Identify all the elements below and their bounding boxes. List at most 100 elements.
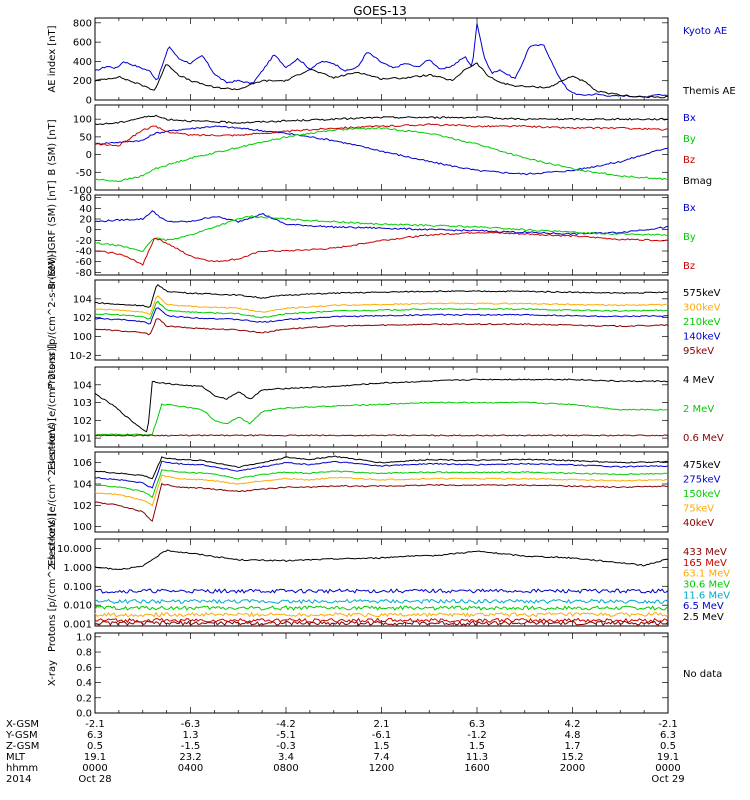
series-line-Bz: [94, 231, 668, 266]
y-axis-label: B (SM)-IGRF (SM) [nT]: [47, 180, 58, 289]
legend-entry: Bx: [683, 203, 696, 214]
legend-entry: Themis AE: [682, 86, 736, 97]
ephemeris-footer: X-GSMY-GSMZ-GSMMLThhmm2014-2.16.30.519.1…: [5, 719, 685, 785]
series-line-475keV: [94, 455, 669, 480]
legend-entry: 40keV: [683, 518, 714, 529]
y-tick-label: 1.0: [76, 632, 92, 643]
footer-value: 11.3: [466, 752, 488, 763]
y-axis-label: B (SM) [nT]: [47, 119, 58, 175]
y-tick-label: -60: [76, 257, 92, 268]
series-line-30.6-MeV: [94, 605, 669, 611]
legend-entry: 210keV: [683, 317, 721, 328]
legend-entry: 150keV: [683, 489, 721, 500]
footer-row-label: 2014: [6, 774, 31, 785]
y-axis-label: X-ray: [47, 660, 58, 686]
y-axis-label: Protons [p/(cm^2-s-sr-keV)]: [47, 250, 58, 389]
footer-value: 1600: [464, 763, 489, 774]
panel-bsm: -100 -50 0 50 100 B (SM) [nT] Bx By Bz Bmag: [47, 104, 712, 197]
legend-entry: 95keV: [683, 346, 714, 357]
panel-electrons_mev: 101 102 103 104 Electrons [e/(cm^2-s-sr)] 4 M…: [47, 344, 724, 470]
series-line-0.6-MeV: [94, 434, 669, 437]
y-axis-label: Protons [p/(cm^2-s-sr-keV)]: [47, 513, 58, 652]
legend-entry: By: [683, 232, 696, 243]
footer-value: 0000: [82, 763, 107, 774]
legend-entry: Bz: [683, 261, 695, 272]
legend-entry: Bx: [683, 113, 696, 124]
y-tick-label: 0.4: [76, 678, 92, 689]
footer-value: 6.3: [469, 719, 485, 730]
legend-entry: 433 MeV: [683, 547, 727, 558]
y-tick-label: 0.0: [76, 709, 92, 720]
footer-value: 4.2: [565, 719, 581, 730]
footer-value: -1.2: [467, 730, 487, 741]
y-tick-label: 0: [86, 150, 92, 161]
series-line-6.5-MeV: [94, 588, 669, 594]
y-tick-label: 50: [79, 132, 92, 143]
y-tick-label: 10-2: [69, 351, 92, 362]
footer-value: 1.5: [469, 741, 485, 752]
y-tick-label: 800: [73, 18, 92, 29]
series-line-Bmag: [94, 114, 669, 126]
panel-frame: [94, 451, 669, 533]
footer-value: 0000: [655, 763, 680, 774]
panel-protons_kev: 10-2 100 102 104 Protons [p/(cm^2-s-sr-keV)]…: [47, 250, 721, 389]
no-data-label: No data: [683, 669, 722, 680]
footer-value: -0.3: [276, 741, 296, 752]
footer-value: Oct 29: [651, 774, 684, 785]
panel-frame: [94, 17, 669, 101]
y-tick-label: 0: [86, 225, 92, 236]
legend-entry: 11.6 MeV: [683, 590, 730, 601]
footer-value: 0400: [178, 763, 203, 774]
footer-value: 2000: [560, 763, 585, 774]
legend-entry: 275keV: [683, 475, 721, 486]
footer-value: 0800: [273, 763, 298, 774]
panel-electrons_kev: 100 102 104 106 Electrons [e/(cm^2-s-sr-keV)…: [47, 418, 721, 566]
footer-value: -2.1: [658, 719, 678, 730]
y-axis-label: Electrons [e/(cm^2-s-sr-keV)]: [47, 418, 58, 566]
series-line-63.1-MeV: [94, 611, 669, 618]
footer-value: 1.3: [183, 730, 199, 741]
series-line-165-MeV: [94, 617, 669, 624]
footer-value: Oct 28: [78, 774, 111, 785]
series-line-210keV: [94, 300, 669, 320]
y-tick-label: 104: [73, 380, 92, 391]
y-tick-label: 102: [73, 501, 92, 512]
series-line-275keV: [94, 460, 669, 489]
footer-value: 1.7: [565, 741, 581, 752]
series-line-Bx: [94, 125, 669, 176]
footer-value: 6.3: [87, 730, 103, 741]
y-tick-label: -20: [76, 236, 92, 247]
y-tick-label: 1.000: [63, 563, 92, 574]
legend-entry: By: [683, 134, 696, 145]
footer-value: 7.4: [374, 752, 390, 763]
legend-entry: Kyoto AE: [683, 26, 727, 37]
legend-entry: 2.5 MeV: [683, 612, 724, 623]
footer-value: 3.4: [278, 752, 294, 763]
legend-entry: 475keV: [683, 460, 721, 471]
series-line-95keV: [94, 318, 669, 336]
footer-value: 23.2: [179, 752, 201, 763]
series-line-2.5-MeV: [94, 549, 669, 571]
y-tick-label: 0.2: [76, 693, 92, 704]
footer-row-label: MLT: [6, 752, 26, 763]
series-line-11.6-MeV: [94, 598, 669, 605]
y-axis-label: AE index [nT]: [47, 25, 58, 92]
y-tick-label: 0.100: [63, 582, 92, 593]
y-tick-label: 102: [73, 313, 92, 324]
y-tick-label: 200: [73, 76, 92, 87]
y-tick-label: 102: [73, 416, 92, 427]
footer-value: -1.5: [181, 741, 201, 752]
panel-ae: 0 200 400 600 800 AE index [nT] Kyoto AE Themis…: [47, 17, 736, 107]
legend-entry: 6.5 MeV: [683, 601, 724, 612]
y-axis-label: Electrons [e/(cm^2-s-sr)]: [47, 344, 58, 470]
y-tick-label: 0.8: [76, 648, 92, 659]
footer-value: 19.1: [84, 752, 106, 763]
legend-entry: 140keV: [683, 332, 721, 343]
y-tick-label: 100: [73, 522, 92, 533]
footer-row-label: Z-GSM: [6, 741, 39, 752]
y-tick-label: 100: [73, 115, 92, 126]
